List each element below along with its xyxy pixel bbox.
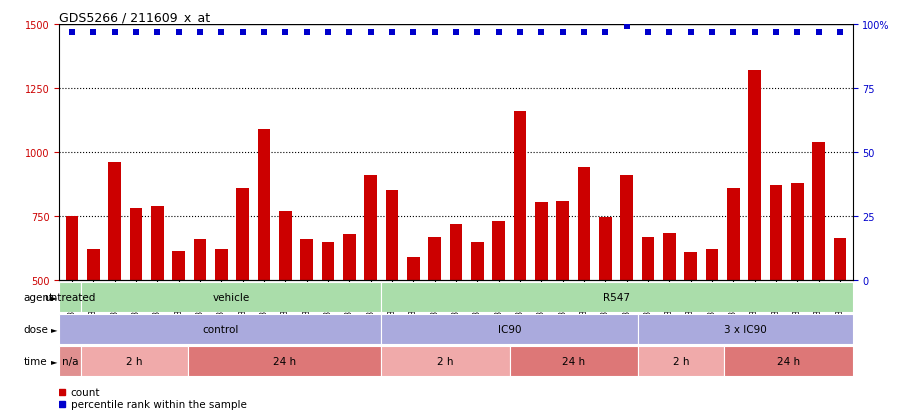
Bar (363, 176, 376, 280)
Bar (381, 282, 852, 312)
Text: ►: ► (51, 356, 57, 366)
Text: 3 x IC90: 3 x IC90 (723, 324, 766, 334)
Bar (535, 202, 548, 280)
Text: 24 h: 24 h (272, 356, 296, 366)
Bar (662, 233, 675, 280)
Bar (59, 282, 81, 312)
Text: ►: ► (51, 293, 57, 302)
Bar (790, 183, 803, 280)
Text: agent: agent (24, 292, 54, 302)
Bar (577, 168, 589, 280)
Text: percentile rank within the sample: percentile rank within the sample (71, 399, 246, 409)
Bar (599, 218, 611, 280)
Bar (683, 252, 696, 280)
Text: n/a: n/a (62, 356, 78, 366)
Bar (193, 240, 206, 280)
Bar (513, 112, 526, 280)
Bar (129, 209, 142, 280)
Bar (172, 251, 185, 280)
Text: ►: ► (51, 325, 57, 334)
Bar (640, 237, 654, 280)
Bar (322, 242, 334, 280)
Bar (705, 250, 718, 280)
Text: time: time (24, 356, 47, 366)
Bar (726, 188, 739, 280)
Bar (66, 216, 78, 280)
Text: count: count (71, 387, 100, 397)
Bar (108, 163, 121, 280)
Text: 2 h: 2 h (672, 356, 689, 366)
Text: 24 h: 24 h (776, 356, 799, 366)
Text: IC90: IC90 (497, 324, 521, 334)
Bar (81, 346, 188, 376)
Bar (385, 191, 398, 280)
Text: vehicle: vehicle (212, 292, 250, 302)
Text: R547: R547 (603, 292, 630, 302)
Bar (215, 250, 228, 280)
Bar (381, 314, 638, 344)
Bar (619, 176, 632, 280)
Bar (638, 346, 723, 376)
Bar (406, 257, 419, 280)
Bar (723, 346, 852, 376)
Bar (59, 314, 381, 344)
Text: 24 h: 24 h (562, 356, 585, 366)
Bar (812, 142, 824, 280)
Text: 2 h: 2 h (126, 356, 142, 366)
Bar (279, 211, 292, 280)
Bar (300, 240, 312, 280)
Bar (381, 346, 509, 376)
Bar (59, 346, 81, 376)
Text: untreated: untreated (45, 292, 96, 302)
Text: GDS5266 / 211609_x_at: GDS5266 / 211609_x_at (59, 11, 210, 24)
Bar (257, 130, 271, 280)
Bar (151, 206, 164, 280)
Bar (509, 346, 638, 376)
Bar (638, 314, 852, 344)
Bar (769, 186, 782, 280)
Bar (449, 224, 462, 280)
Bar (343, 235, 355, 280)
Bar (470, 242, 483, 280)
Text: control: control (201, 324, 238, 334)
Bar (188, 346, 381, 376)
Bar (87, 250, 99, 280)
Bar (556, 201, 568, 280)
Bar (747, 71, 760, 280)
Bar (492, 222, 505, 280)
Bar (236, 188, 249, 280)
Bar (428, 237, 441, 280)
Text: dose: dose (24, 324, 48, 334)
Bar (81, 282, 381, 312)
Text: 2 h: 2 h (436, 356, 453, 366)
Bar (833, 238, 845, 280)
